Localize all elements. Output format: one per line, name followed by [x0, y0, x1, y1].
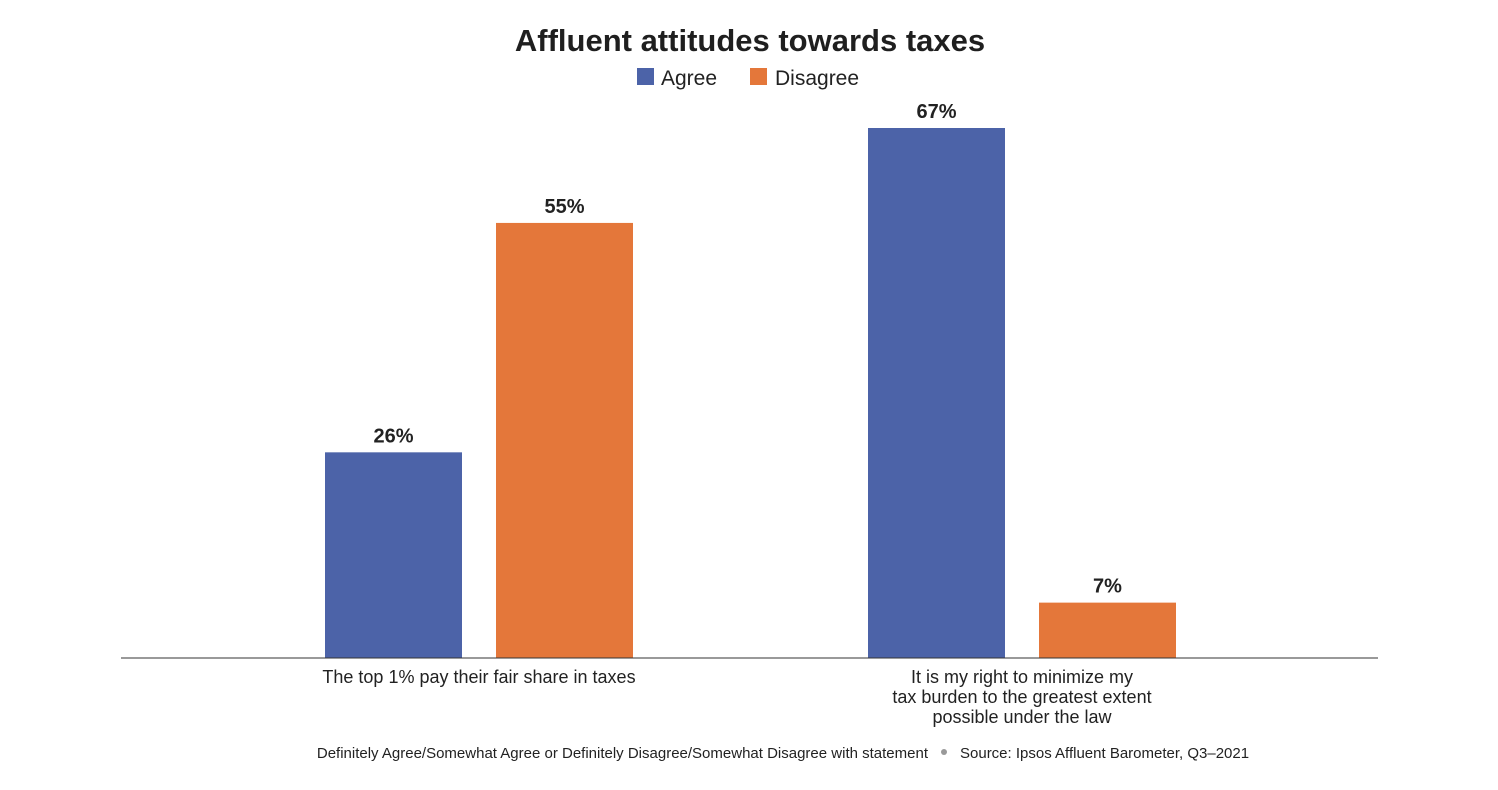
bars: 26% 55% 67% 7%	[325, 101, 1176, 659]
category-label: The top 1% pay their fair share in taxes	[322, 667, 635, 687]
data-label: 26%	[373, 425, 413, 447]
legend-swatch-agree	[637, 68, 654, 85]
legend-label-agree: Agree	[661, 67, 717, 90]
data-label: 55%	[544, 196, 584, 218]
bar-disagree-0	[496, 222, 633, 659]
bar-agree-0	[325, 452, 462, 658]
footnote: Definitely Agree/Somewhat Agree or Defin…	[317, 745, 1249, 762]
legend-label-disagree: Disagree	[775, 67, 859, 90]
data-label: 7%	[1093, 576, 1122, 598]
bullet-separator	[941, 749, 947, 755]
category-labels: The top 1% pay their fair share in taxes…	[322, 667, 1151, 727]
bar-disagree-1	[1039, 602, 1176, 658]
category-label: possible under the law	[932, 707, 1112, 727]
chart-title: Affluent attitudes towards taxes	[515, 23, 985, 58]
footnote-text: Definitely Agree/Somewhat Agree or Defin…	[317, 745, 929, 762]
category-label: tax burden to the greatest extent	[892, 687, 1151, 707]
source-text: Source: Ipsos Affluent Barometer, Q3–202…	[960, 745, 1249, 762]
category-label: It is my right to minimize my	[911, 667, 1133, 687]
legend-swatch-disagree	[750, 68, 767, 85]
data-label: 67%	[916, 101, 956, 123]
legend: Agree Disagree	[637, 67, 859, 90]
bar-agree-1	[868, 128, 1005, 658]
